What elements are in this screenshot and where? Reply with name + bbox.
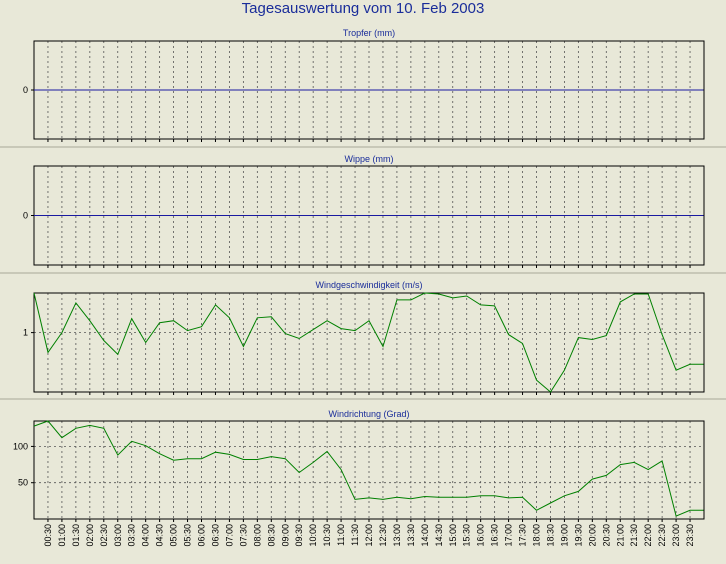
x-tick-label: 15:30 [462,524,472,547]
vertical-gridlines [47,293,691,395]
panel-title: Wippe (mm) [345,154,394,164]
series-line [33,292,704,393]
vertical-gridlines [47,421,691,522]
page-title: Tagesauswertung vom 10. Feb 2003 [241,0,485,17]
chart-panel-1: Tropfer (mm) 0 [0,20,726,147]
plot-frame [33,420,705,520]
x-tick-label: 08:30 [266,524,276,547]
x-tick-label: 13:30 [406,524,416,547]
chart-area: Tropfer (mm) 0 Wippe (mm) 0 Windgeschwindigk… [0,20,726,547]
x-tick-label: 05:30 [183,524,193,547]
panel-background [0,20,726,147]
x-tick-label: 22:30 [657,524,667,547]
x-tick-label: 10:30 [322,524,332,547]
panel-title: Windrichtung (Grad) [328,409,409,419]
x-tick-label: 09:00 [280,524,290,547]
x-tick-label: 16:00 [476,524,486,547]
x-tick-label: 01:00 [57,524,67,547]
panel-background [0,273,726,399]
y-tick-label: 100 [13,441,28,451]
x-tick-label: 05:00 [169,524,179,547]
chart-panel-2: Wippe (mm) 0 [0,146,726,273]
x-tick-label: 21:00 [615,524,625,547]
x-tick-label: 08:00 [252,524,262,547]
panel-background [0,147,726,273]
vertical-gridlines [47,166,691,268]
x-tick-label: 07:30 [238,524,248,547]
y-tick-label: 0 [23,85,28,95]
x-tick-label: 12:00 [364,524,374,547]
x-tick-label: 17:00 [504,524,514,547]
x-tick-label: 13:00 [392,524,402,547]
panel-title: Windgeschwindigkeit (m/s) [315,280,422,290]
vertical-gridlines [47,41,691,142]
y-tick-label: 0 [23,211,28,221]
x-tick-label: 11:30 [350,524,360,546]
x-tick-label: 07:00 [224,524,234,547]
x-tick-label: 19:00 [559,524,569,547]
x-tick-label: 18:30 [545,524,555,547]
x-tick-label: 00:30 [43,524,53,547]
x-tick-label: 02:00 [85,524,95,547]
x-tick-label: 11:00 [336,524,346,546]
x-tick-label: 16:30 [490,524,500,547]
x-tick-label: 15:00 [448,524,458,547]
x-tick-label: 14:00 [420,524,430,547]
x-tick-label: 06:30 [210,524,220,547]
x-tick-label: 19:30 [573,524,583,547]
x-tick-label: 03:30 [127,524,137,547]
x-tick-label: 20:30 [601,524,611,547]
x-tick-label: 10:00 [308,524,318,547]
x-tick-label: 09:30 [294,524,304,547]
panel-background [0,399,726,525]
x-tick-label: 04:00 [141,524,151,547]
x-tick-label: 23:00 [671,524,681,547]
x-tick-label: 02:30 [99,524,109,547]
x-tick-label: 12:30 [378,524,388,547]
chart-panel-4: Windrichtung (Grad) 50 100 [0,398,726,525]
x-tick-label: 01:30 [71,524,81,547]
x-tick-label: 17:30 [518,524,528,547]
x-tick-label: 20:00 [587,524,597,547]
x-tick-label: 06:00 [197,524,207,547]
x-tick-label: 04:30 [155,524,165,547]
series-line [33,420,704,517]
x-axis-labels: 00:30 01:00 01:30 02:00 02:30 03:00 03:30 04:00… [43,524,695,547]
x-tick-label: 21:30 [629,524,639,547]
x-tick-label: 22:00 [643,524,653,547]
x-tick-label: 23:30 [685,524,695,547]
x-tick-label: 18:00 [532,524,542,547]
plot-frame [33,292,705,393]
chart-panel-3: Windgeschwindigkeit (m/s) 1 [0,272,726,399]
x-tick-label: 03:00 [113,524,123,547]
panel-title: Tropfer (mm) [343,28,395,38]
y-tick-label: 50 [18,478,28,488]
y-tick-label: 1 [23,328,28,338]
x-tick-label: 14:30 [434,524,444,547]
